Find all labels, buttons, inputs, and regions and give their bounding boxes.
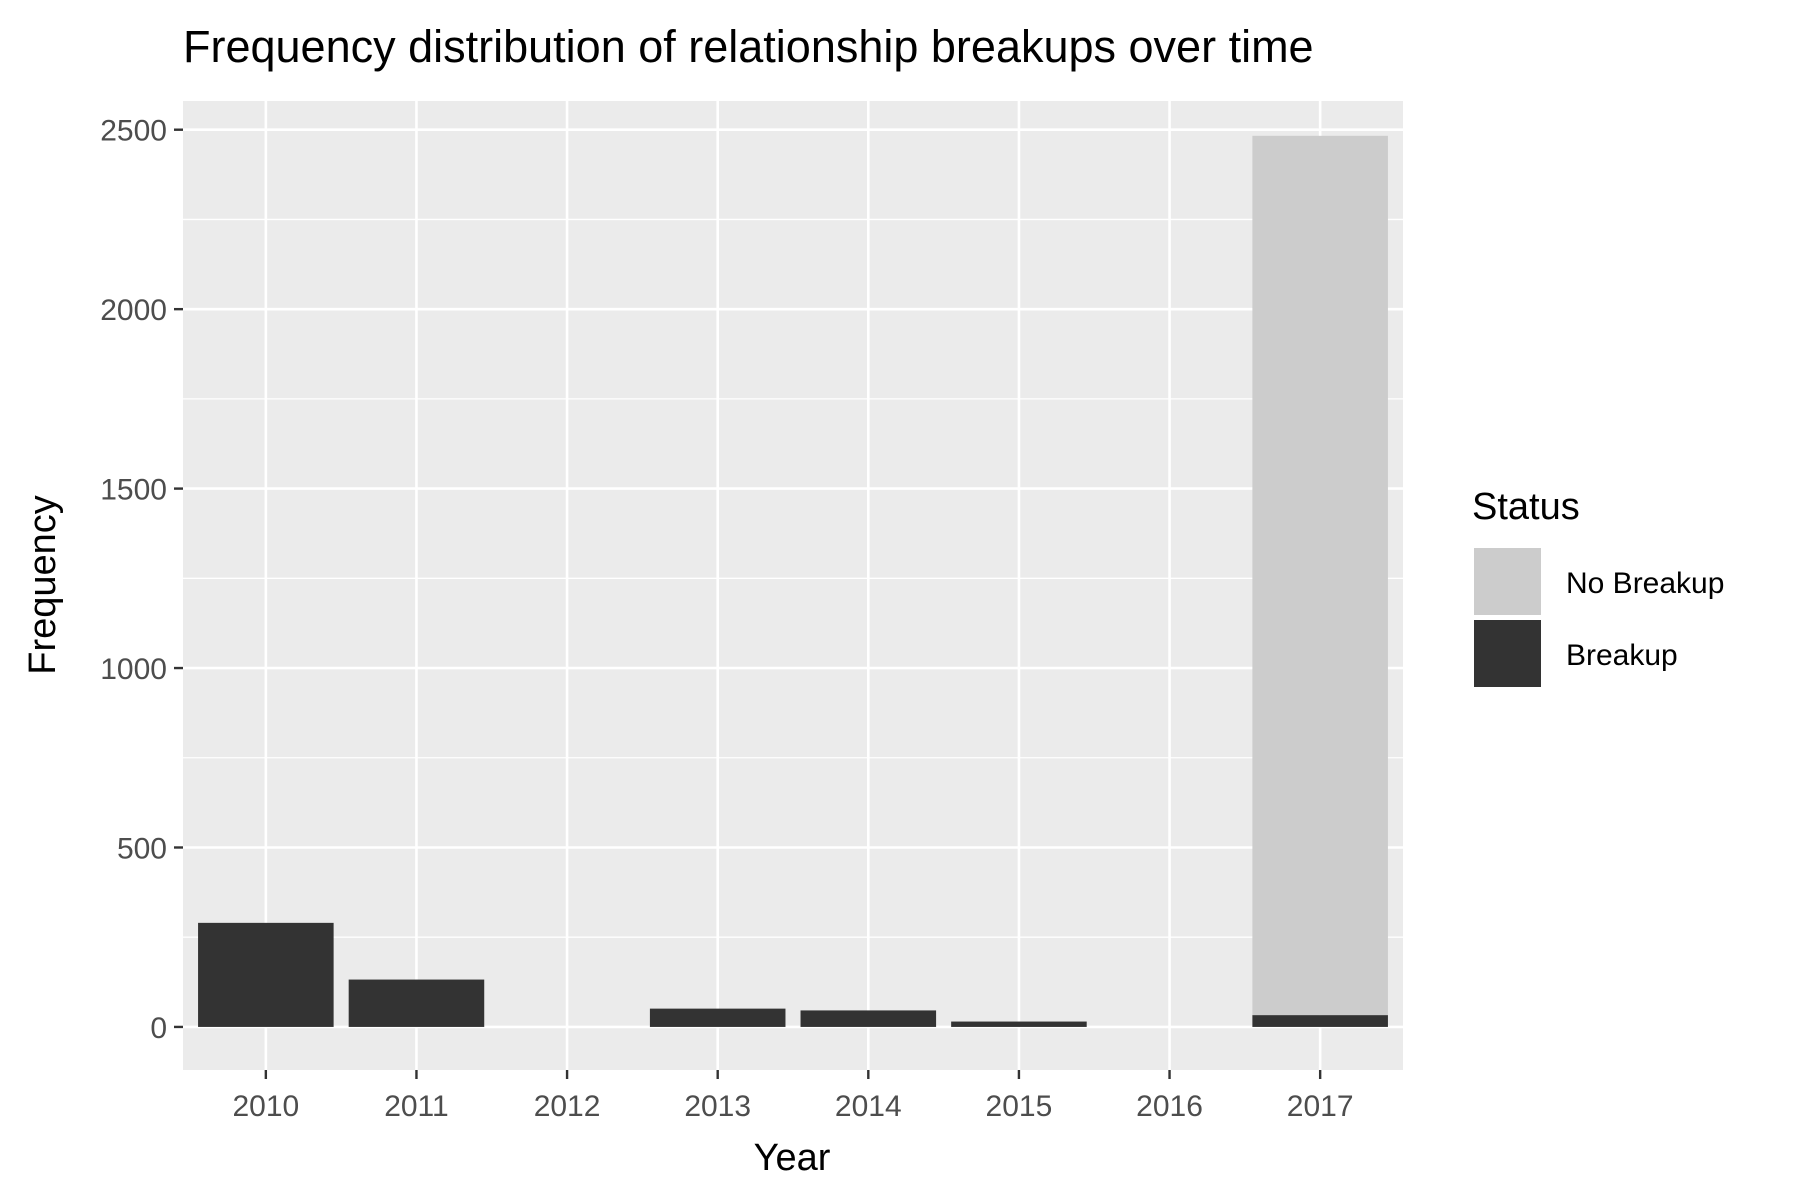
x-tick-label: 2017 [1287,1090,1354,1123]
bar-breakup-2011 [348,979,485,1027]
x-tick-label: 2016 [1136,1090,1203,1123]
bar-breakup-2014 [800,1010,937,1027]
x-tick-label: 2014 [835,1090,902,1123]
legend-key-no-breakup [1472,546,1543,617]
y-tick-label: 0 [150,1012,167,1045]
x-tick-label: 2013 [684,1090,751,1123]
axis-ticks [174,128,1322,1079]
legend: Status No Breakup Breakup [1472,486,1724,689]
y-tick-label: 2000 [100,294,167,327]
bar-breakup-2010 [198,922,334,1027]
legend-title: Status [1472,486,1580,528]
y-tick-label: 2500 [100,115,167,148]
x-axis-title: Year [754,1137,831,1179]
y-axis-tick-labels: 0 500 1000 1500 2000 2500 [100,115,167,1045]
plot-panel [183,101,1403,1070]
bar-breakup-2013 [649,1008,786,1027]
x-tick-label: 2010 [232,1090,299,1123]
chart-title: Frequency distribution of relationship b… [183,21,1314,72]
y-tick-label: 500 [117,832,167,865]
legend-label: Breakup [1566,639,1678,672]
legend-label: No Breakup [1566,567,1724,600]
x-tick-label: 2015 [986,1090,1053,1123]
legend-key-breakup [1472,618,1543,689]
x-tick-label: 2012 [534,1090,601,1123]
bar-no-breakup-2017 [1252,135,1388,1016]
bar-breakup-2017 [1252,1015,1388,1027]
x-tick-label: 2011 [384,1090,449,1123]
bars [198,135,1388,1027]
legend-entries: No Breakup Breakup [1472,546,1724,689]
y-tick-label: 1000 [100,653,167,686]
bar-breakup-2015 [951,1021,1087,1027]
y-axis-title: Frequency [22,495,64,675]
x-axis-tick-labels: 2010 2011 2012 2013 2014 2015 2016 2017 [232,1090,1353,1123]
y-tick-label: 1500 [100,474,167,507]
minor-gridlines [183,218,1403,938]
